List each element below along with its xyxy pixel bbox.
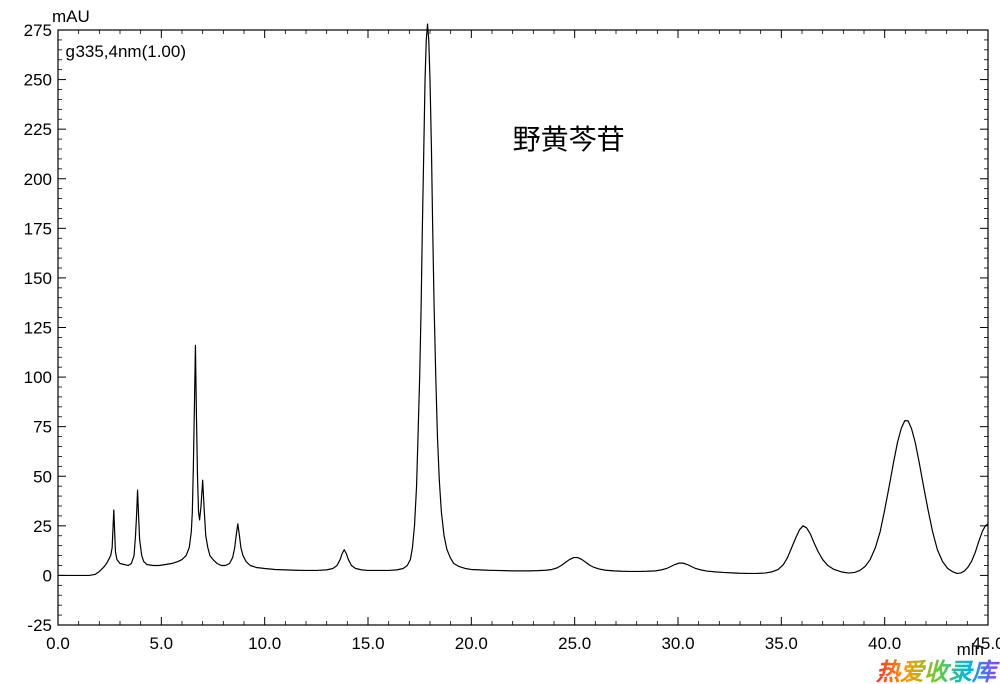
watermark: 热爱收录库 [875, 659, 1000, 684]
y-axis-label: mAU [52, 7, 90, 26]
y-tick-label: 100 [24, 368, 52, 387]
x-tick-label: 25.0 [558, 634, 591, 653]
x-tick-label: 30.0 [661, 634, 694, 653]
x-tick-label: 45.0 [971, 634, 1000, 653]
y-tick-label: 175 [24, 219, 52, 238]
y-tick-label: 225 [24, 120, 52, 139]
x-tick-label: 20.0 [455, 634, 488, 653]
x-tick-label: 15.0 [351, 634, 384, 653]
y-tick-label: 200 [24, 170, 52, 189]
y-tick-label: 275 [24, 21, 52, 40]
y-tick-label: 125 [24, 319, 52, 338]
y-tick-label: 25 [33, 517, 52, 536]
y-tick-label: 75 [33, 418, 52, 437]
y-tick-label: 250 [24, 71, 52, 90]
peak-label: 野黄芩苷 [513, 124, 625, 156]
x-tick-label: 0.0 [46, 634, 70, 653]
y-tick-label: -25 [27, 616, 52, 635]
x-tick-label: 10.0 [248, 634, 281, 653]
y-tick-label: 50 [33, 467, 52, 486]
legend-text: 335,4nm(1.00) [75, 42, 186, 61]
legend-marker: g [65, 42, 74, 61]
chromatogram-chart: mAUmin-250255075100125150175200225250275… [0, 0, 1000, 684]
y-tick-label: 0 [43, 566, 52, 585]
x-tick-label: 35.0 [765, 634, 798, 653]
y-tick-label: 150 [24, 269, 52, 288]
x-tick-label: 5.0 [150, 634, 174, 653]
x-tick-label: 40.0 [868, 634, 901, 653]
